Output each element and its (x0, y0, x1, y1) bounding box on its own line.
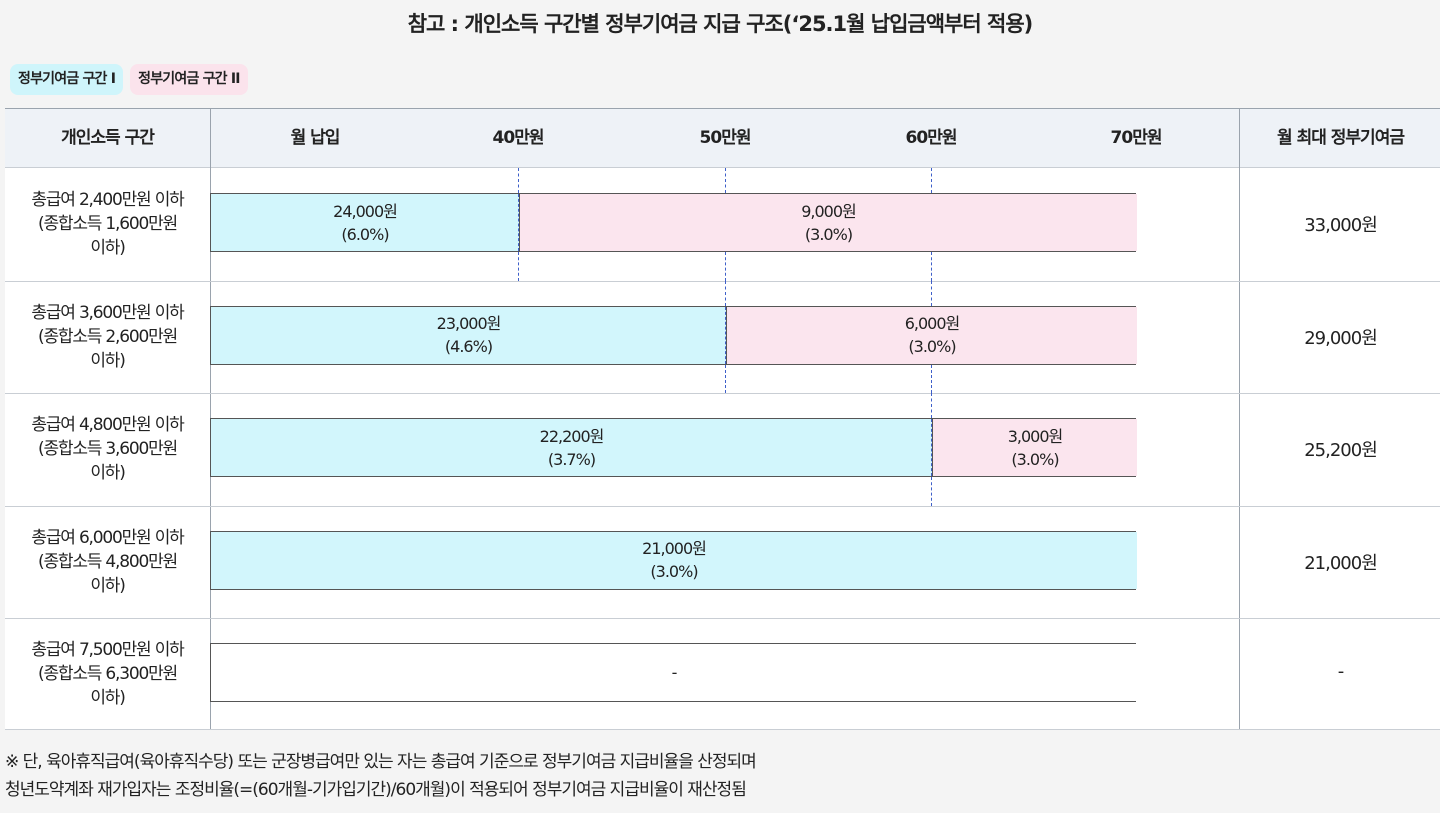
segment-boundary-line (931, 419, 932, 476)
row-income-label-line: 총급여 4,800만원 이하 (31, 415, 184, 435)
contribution-bar: - (210, 643, 1137, 702)
segment-rate: (3.0%) (804, 224, 853, 244)
row-max-contribution: 29,000원 (1304, 327, 1378, 349)
header-tick-70: 70만원 (1110, 128, 1163, 148)
row-max-contribution: - (1337, 661, 1345, 682)
row-income-label-line: 이하) (90, 238, 126, 258)
row-income-label-line: 이하) (90, 350, 126, 371)
legend-tier2: 정부기여금 구간 II (130, 64, 248, 95)
segment-tier1: 23,000원 (4.6%) (211, 306, 726, 364)
segment-amount: 22,200원 (539, 426, 605, 446)
segment-empty: - (211, 644, 1137, 701)
segment-rate: (3.0%) (650, 562, 698, 581)
footnote-line: 청년도약계좌 재가입자는 조정비율(=(60개월-기가입기간)/60개월)이 적… (5, 780, 747, 800)
segment-boundary-line (725, 306, 726, 364)
row-income-label-line: (종합소득 3,600만원 (38, 439, 178, 459)
segment-amount: 3,000원 (1007, 426, 1064, 446)
row-income-label-line: 총급여 7,500만원 이하 (31, 640, 184, 660)
tick-guide-line (931, 168, 932, 193)
contribution-bar: 23,000원 (4.6%) 6,000원 (3.0%) (210, 305, 1137, 365)
tick-guide-line (518, 168, 519, 193)
row-divider (5, 618, 1440, 619)
tick-guide-line (725, 280, 726, 306)
segment-amount: 21,000원 (642, 539, 707, 558)
row-income-label-line: 이하) (90, 575, 126, 596)
header-tick-40: 40만원 (492, 128, 545, 148)
row-income-label-line: 총급여 2,400만원 이하 (31, 190, 184, 210)
segment-amount: - (671, 663, 678, 682)
row-income-label-line: (종합소득 1,600만원 (38, 214, 178, 234)
segment-rate: (3.0%) (1011, 449, 1059, 469)
segment-amount: 6,000원 (904, 314, 961, 333)
footnotes: ※ 단, 육아휴직급여(육아휴직수당) 또는 군장병급여만 있는 자는 총급여 … (5, 748, 757, 804)
segment-boundary-line (518, 194, 519, 251)
row-max-contribution: 25,200원 (1304, 440, 1378, 461)
header-tick-60: 60만원 (905, 128, 958, 148)
table-header: 개인소득 구간 월 납입 40만원 50만원 60만원 70만원 월 최대 정부… (5, 109, 1440, 168)
tick-guide-line (518, 252, 519, 281)
contribution-table: 개인소득 구간 월 납입 40만원 50만원 60만원 70만원 월 최대 정부… (5, 108, 1440, 730)
tick-guide-line (931, 280, 932, 306)
tick-guide-line (725, 168, 726, 193)
row-max-contribution: 33,000원 (1304, 215, 1378, 236)
row-income-label-line: 총급여 6,000만원 이하 (31, 527, 184, 548)
segment-tier1: 22,200원 (3.7%) (211, 419, 932, 476)
header-tick-50: 50만원 (699, 128, 752, 148)
row-income-label-line: 이하) (90, 688, 126, 708)
segment-rate: (6.0%) (341, 224, 389, 244)
header-monthly: 월 납입 (290, 128, 341, 148)
header-income: 개인소득 구간 (61, 128, 155, 148)
row-income-label-line: 이하) (90, 463, 126, 483)
tick-guide-line (725, 252, 726, 281)
row-divider (5, 280, 1440, 282)
segment-tier1: 24,000원 (6.0%) (211, 194, 519, 251)
segment-rate: (3.0%) (908, 337, 956, 356)
row-income-label-line: (종합소득 6,300만원 (38, 664, 178, 684)
header-max: 월 최대 정부기여금 (1277, 128, 1405, 148)
tick-guide-line (931, 364, 932, 393)
contribution-bar: 22,200원 (3.7%) 3,000원 (3.0%) (210, 418, 1137, 477)
segment-amount: 24,000원 (333, 201, 398, 221)
segment-tier2: 3,000원 (3.0%) (932, 419, 1137, 476)
footnote-line: ※ 단, 육아휴직급여(육아휴직수당) 또는 군장병급여만 있는 자는 총급여 … (5, 752, 757, 772)
page-title: 참고 : 개인소득 구간별 정부기여금 지급 구조(‘25.1월 납입금액부터 … (407, 12, 1034, 36)
row-max-contribution: 21,000원 (1304, 552, 1378, 574)
legend: 정부기여금 구간 I 정부기여금 구간 II (10, 64, 248, 95)
segment-tier2: 9,000원 (3.0%) (519, 194, 1137, 251)
segment-rate: (3.7%) (547, 449, 596, 469)
tick-guide-line (931, 252, 932, 281)
row-income-label-line: (종합소득 2,600만원 (38, 326, 178, 347)
segment-rate: (4.6%) (444, 337, 493, 356)
row-divider (5, 505, 1440, 507)
row-income-label-line: 총급여 3,600만원 이하 (31, 302, 184, 323)
tick-guide-line (931, 393, 932, 418)
tick-guide-line (931, 477, 932, 506)
tick-guide-line (725, 364, 726, 393)
segment-tier2: 6,000원 (3.0%) (726, 306, 1137, 364)
segment-amount: 9,000원 (801, 201, 857, 221)
row-income-label-line: (종합소득 4,800만원 (38, 551, 178, 572)
segment-tier1: 21,000원 (3.0%) (211, 531, 1137, 589)
segment-amount: 23,000원 (436, 314, 502, 333)
column-divider (1239, 109, 1240, 729)
contribution-bar: 21,000원 (3.0%) (210, 530, 1137, 590)
contribution-bar: 24,000원 (6.0%) 9,000원 (3.0%) (210, 193, 1137, 252)
row-divider (5, 393, 1440, 394)
legend-tier1: 정부기여금 구간 I (10, 64, 124, 95)
